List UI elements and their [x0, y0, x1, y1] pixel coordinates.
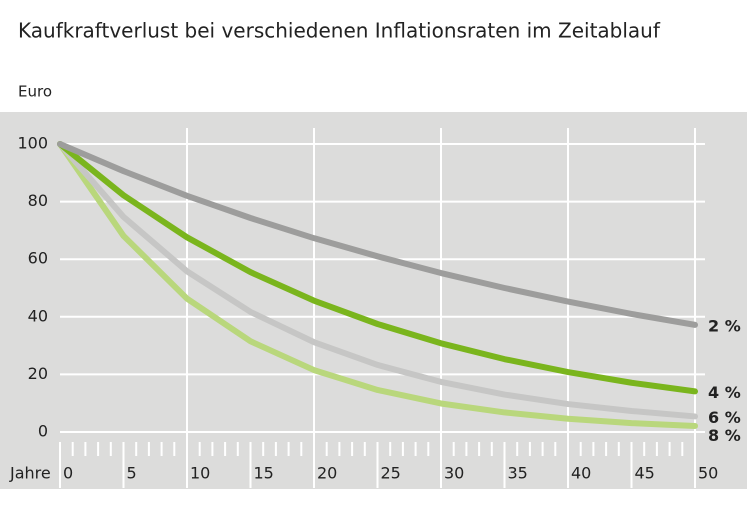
x-tick-label: 10	[190, 464, 210, 483]
x-tick-label: 15	[254, 464, 274, 483]
legend-label: 6 %	[708, 408, 741, 427]
y-tick-label: 20	[28, 364, 48, 383]
series-line	[57, 141, 698, 328]
legend-label: 8 %	[708, 426, 741, 445]
series-line	[57, 141, 698, 420]
plot-background	[0, 112, 747, 489]
y-tick-label: 0	[38, 422, 48, 441]
x-tick-label: 5	[127, 464, 137, 483]
y-axis-label: Euro	[18, 83, 52, 101]
x-axis-label: Jahre	[9, 464, 51, 483]
chart-title: Kaufkraftverlust bei verschiedenen Infla…	[18, 19, 661, 43]
x-tick-label: 20	[317, 464, 337, 483]
x-tick-label: 0	[63, 464, 73, 483]
legend-label: 4 %	[708, 383, 741, 402]
y-tick-label: 40	[28, 306, 48, 325]
series-line	[57, 141, 698, 429]
y-tick-label: 100	[17, 134, 48, 153]
series-line	[57, 141, 698, 395]
y-tick-label: 60	[28, 249, 48, 268]
x-tick-label: 25	[381, 464, 401, 483]
x-tick-label: 30	[444, 464, 464, 483]
x-tick-label: 40	[571, 464, 591, 483]
y-tick-label: 80	[28, 191, 48, 210]
x-tick-label: 35	[508, 464, 528, 483]
x-tick-label: 45	[635, 464, 655, 483]
legend-label: 2 %	[708, 316, 741, 335]
x-tick-label: 50	[698, 464, 718, 483]
